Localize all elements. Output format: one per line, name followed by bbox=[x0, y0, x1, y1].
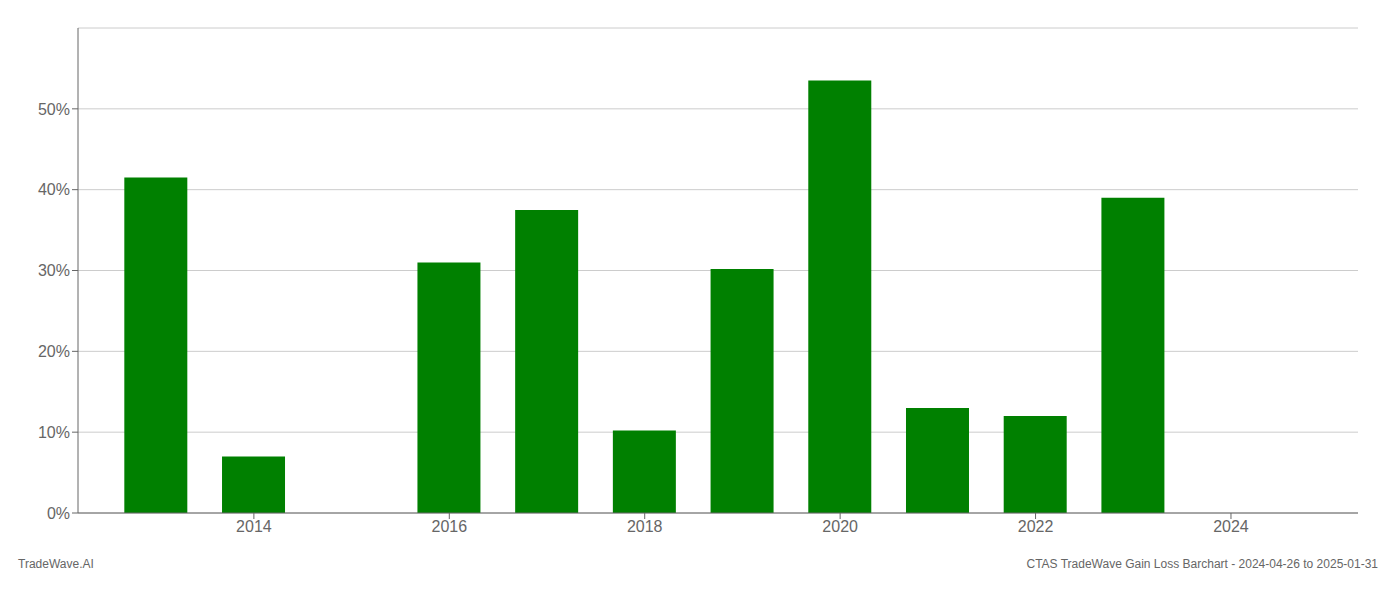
svg-text:50%: 50% bbox=[38, 101, 70, 118]
svg-text:2022: 2022 bbox=[1018, 518, 1054, 535]
svg-text:2014: 2014 bbox=[236, 518, 272, 535]
svg-text:10%: 10% bbox=[38, 424, 70, 441]
svg-text:2024: 2024 bbox=[1213, 518, 1249, 535]
svg-text:20%: 20% bbox=[38, 343, 70, 360]
svg-text:2018: 2018 bbox=[627, 518, 663, 535]
svg-text:30%: 30% bbox=[38, 262, 70, 279]
svg-text:0%: 0% bbox=[47, 505, 70, 522]
html-text:TradeWave.AI: TradeWave.AI bbox=[18, 557, 94, 571]
svg-text:2020: 2020 bbox=[822, 518, 858, 535]
html-text:CTAS TradeWave Gain Loss Barch: CTAS TradeWave Gain Loss Barchart - 2024… bbox=[1026, 557, 1378, 571]
svg-text:40%: 40% bbox=[38, 181, 70, 198]
svg-text:2016: 2016 bbox=[432, 518, 468, 535]
